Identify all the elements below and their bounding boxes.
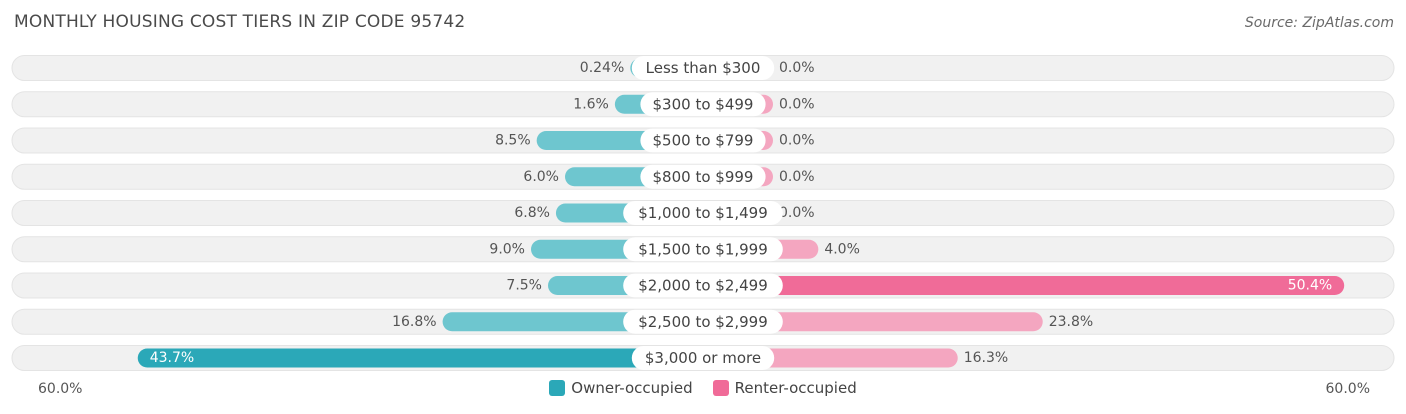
legend: Owner-occupied Renter-occupied xyxy=(0,379,1406,397)
category-pill xyxy=(623,273,783,298)
axis-right-label: 60.0% xyxy=(1325,381,1370,397)
category-label: $1,500 to $1,999 xyxy=(638,240,768,258)
owner-value-label: 1.6% xyxy=(573,96,609,112)
legend-owner-swatch xyxy=(549,380,566,396)
owner-value-label: 6.0% xyxy=(523,169,559,185)
category-pill xyxy=(623,201,783,225)
category-label: $500 to $799 xyxy=(653,132,754,150)
category-pill xyxy=(640,128,766,153)
axis-left-label: 60.0% xyxy=(38,381,83,397)
renter-value-label: 0.0% xyxy=(779,96,815,112)
owner-value-label: 7.5% xyxy=(506,278,542,294)
category-label: $2,500 to $2,999 xyxy=(638,313,768,331)
renter-value-label: 0.0% xyxy=(779,133,815,149)
renter-value-label: 0.0% xyxy=(779,60,815,76)
legend-owner-label: Owner-occupied xyxy=(571,379,693,397)
category-label: Less than $300 xyxy=(646,59,761,77)
legend-renter-swatch xyxy=(712,380,729,396)
renter-value-label: 0.0% xyxy=(779,205,815,221)
renter-value-label: 50.4% xyxy=(1288,278,1332,294)
category-pill xyxy=(631,346,775,370)
owner-value-label: 6.8% xyxy=(514,205,550,221)
category-label: $2,000 to $2,499 xyxy=(638,277,768,295)
owner-value-label: 9.0% xyxy=(489,241,525,257)
category-label: $300 to $499 xyxy=(653,95,754,113)
legend-owner: Owner-occupied xyxy=(549,379,693,397)
owner-value-label: 0.24% xyxy=(580,60,624,76)
renter-value-label: 16.3% xyxy=(964,350,1008,366)
legend-renter-label: Renter-occupied xyxy=(734,379,857,397)
category-label: $800 to $999 xyxy=(653,168,754,186)
category-pill xyxy=(640,92,766,117)
owner-value-label: 16.8% xyxy=(392,314,436,330)
renter-value-label: 0.0% xyxy=(779,169,815,185)
renter-value-label: 4.0% xyxy=(824,241,860,257)
chart-title: MONTHLY HOUSING COST TIERS IN ZIP CODE 9… xyxy=(14,12,466,32)
owner-bar xyxy=(137,348,703,368)
owner-value-label: 43.7% xyxy=(150,350,194,366)
source-label: Source: ZipAtlas.com xyxy=(1244,15,1394,31)
category-label: $1,000 to $1,499 xyxy=(638,204,768,222)
renter-value-label: 23.8% xyxy=(1049,314,1093,330)
legend-renter: Renter-occupied xyxy=(712,379,857,397)
category-pill xyxy=(623,237,783,262)
renter-bar xyxy=(703,312,1043,332)
owner-value-label: 8.5% xyxy=(495,133,531,149)
category-pill xyxy=(631,56,775,80)
renter-bar xyxy=(703,276,1345,295)
category-label: $3,000 or more xyxy=(645,349,761,367)
category-pill xyxy=(640,164,766,189)
category-pill xyxy=(623,309,783,334)
